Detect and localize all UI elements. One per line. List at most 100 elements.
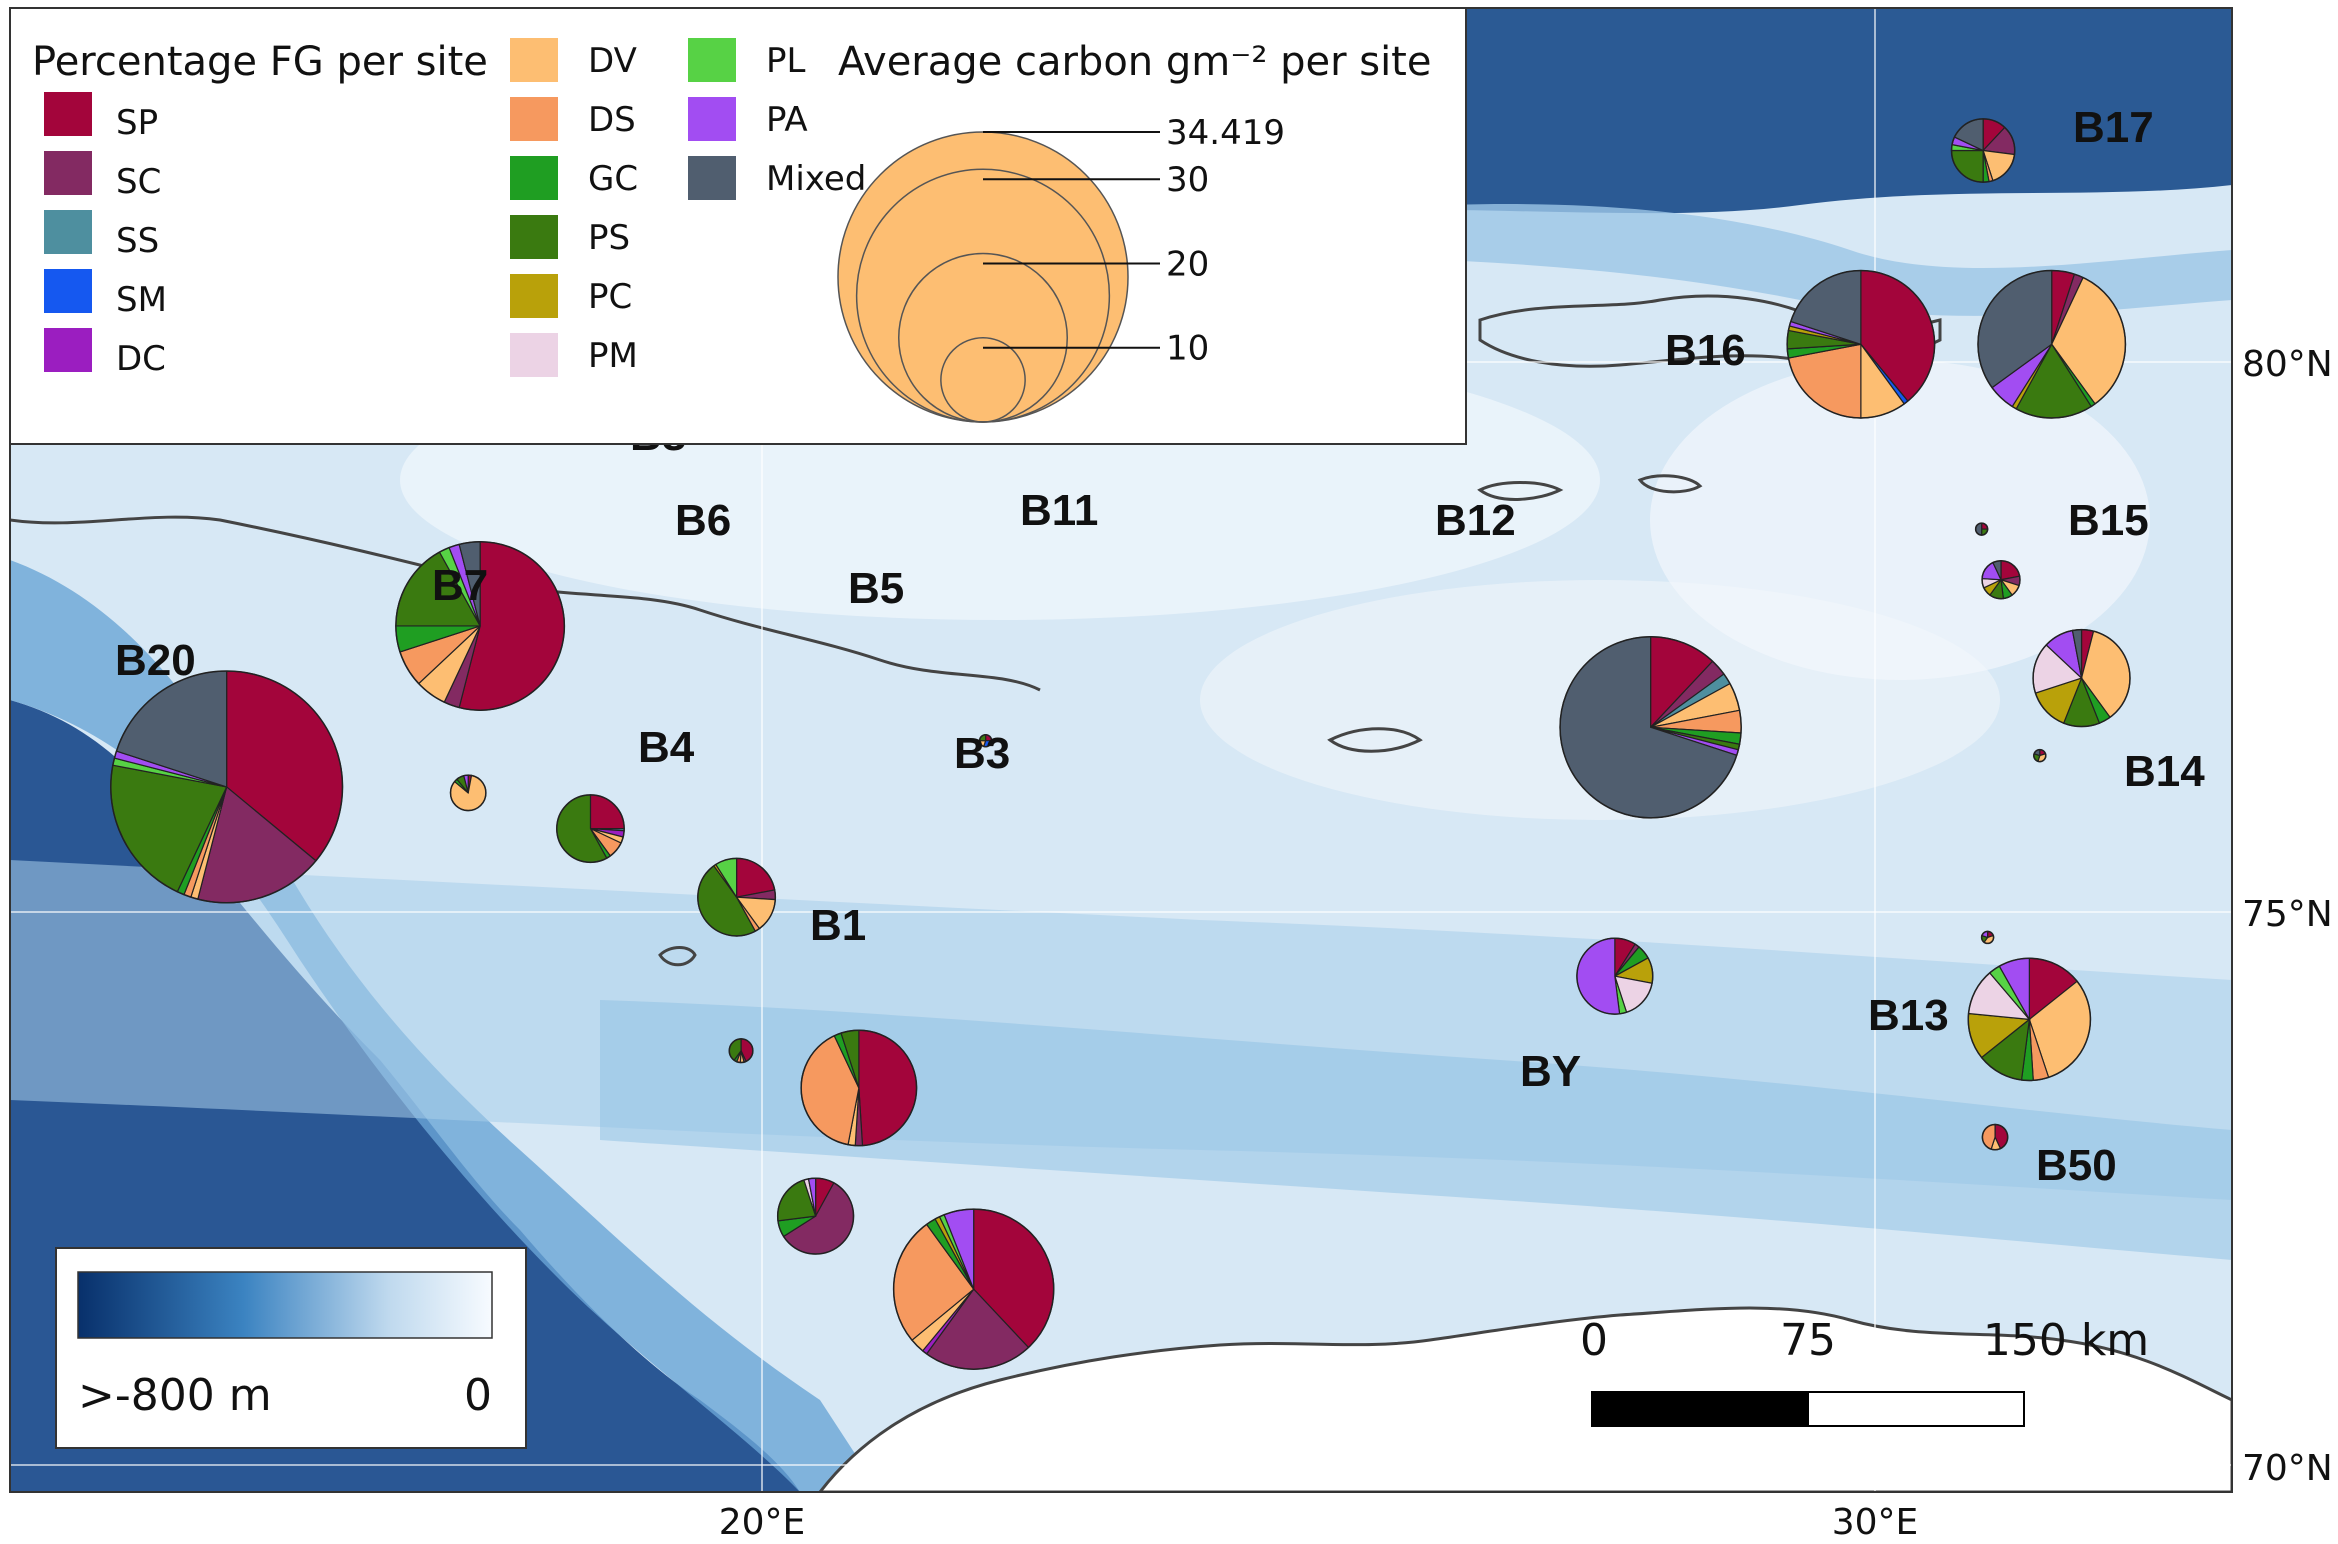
pie-outline bbox=[1974, 522, 1989, 536]
pie-b6 bbox=[556, 794, 625, 864]
pie-b16 bbox=[1786, 269, 1936, 419]
pie-b13 bbox=[1967, 957, 2092, 1082]
pie-b4 bbox=[728, 1038, 754, 1064]
pie-outline bbox=[556, 794, 625, 864]
depth-min-label: >-800 m bbox=[78, 1370, 272, 1421]
legend-label-ds: DS bbox=[588, 100, 636, 140]
pie-outline bbox=[1977, 269, 2127, 419]
legend-carbon-title: Average carbon gm⁻² per site bbox=[838, 39, 1431, 85]
site-label-b1: B1 bbox=[810, 901, 866, 950]
pie-outline bbox=[800, 1029, 918, 1147]
pie-site-14 bbox=[1977, 269, 2127, 419]
pie-site-17 bbox=[2032, 628, 2131, 728]
legend-swatch-ps bbox=[510, 215, 558, 259]
legend-swatch-sm bbox=[44, 269, 92, 313]
pie-b15 bbox=[1974, 522, 1989, 536]
lat-label-80n: 80°N bbox=[2242, 344, 2333, 385]
legend-swatch-gc bbox=[510, 156, 558, 200]
legend-label-ss: SS bbox=[116, 221, 159, 261]
site-label-b12: B12 bbox=[1435, 496, 1516, 545]
size-legend: 34.419 30 20 10 bbox=[837, 113, 1285, 423]
legend-swatch-ds bbox=[510, 97, 558, 141]
pie-outline bbox=[1576, 937, 1654, 1015]
legend-label-mixed: Mixed bbox=[766, 159, 866, 199]
pie-outline bbox=[1786, 269, 1936, 419]
axis-labels: 80°N 75°N 70°N 20°E 30°E bbox=[719, 344, 2333, 1543]
legend-label-sm: SM bbox=[116, 280, 167, 320]
pie-b12 bbox=[1559, 635, 1742, 819]
size-label-2: 20 bbox=[1166, 244, 1209, 284]
lon-label-30e: 30°E bbox=[1832, 1502, 1919, 1543]
pie-b50 bbox=[1981, 1123, 2009, 1151]
scale-bar-black bbox=[1592, 1392, 1808, 1426]
pie-site-19 bbox=[1980, 930, 1995, 945]
size-label-0: 34.419 bbox=[1166, 113, 1285, 153]
pie-outline bbox=[978, 733, 993, 748]
pie-outline bbox=[1967, 957, 2092, 1082]
scale-bar: 0 75 150 km bbox=[1580, 1315, 2149, 1427]
legend-label-gc: GC bbox=[588, 159, 638, 199]
legend-swatch-dv bbox=[510, 38, 558, 82]
size-label-3: 10 bbox=[1166, 329, 1209, 369]
pie-outline bbox=[1981, 1123, 2009, 1151]
legend-swatch-dc bbox=[44, 328, 92, 372]
pie-by bbox=[1576, 937, 1654, 1015]
pie-outline bbox=[892, 1208, 1055, 1370]
pie-outline bbox=[2032, 628, 2131, 728]
pie-site-16 bbox=[1981, 560, 2021, 600]
pie-outline bbox=[110, 670, 344, 904]
legend-label-pc: PC bbox=[588, 277, 632, 317]
site-label-b4: B4 bbox=[638, 723, 695, 772]
site-pies bbox=[110, 118, 2131, 1370]
size-label-1: 30 bbox=[1166, 160, 1209, 200]
site-labels: B20B8B7B6B5B4B3B1B11B12BYB17B16B15B14B13… bbox=[115, 103, 2205, 1190]
legend-box bbox=[9, 7, 1467, 445]
pie-b17 bbox=[1950, 118, 2016, 183]
legend-label-pa: PA bbox=[766, 100, 808, 140]
depth-legend: >-800 m 0 bbox=[55, 1247, 527, 1449]
pie-outline bbox=[1559, 635, 1742, 819]
pie-outline bbox=[776, 1177, 855, 1255]
legend-label-sc: SC bbox=[116, 162, 161, 202]
pie-outline bbox=[2033, 748, 2047, 763]
size-circle-0 bbox=[837, 131, 1129, 423]
scale-label-0: 0 bbox=[1580, 1315, 1608, 1366]
depth-color-ramp bbox=[77, 1271, 493, 1339]
pie-outline bbox=[728, 1038, 754, 1064]
site-label-b13: B13 bbox=[1868, 991, 1949, 1040]
site-label-b6: B6 bbox=[675, 496, 731, 545]
lat-label-70n: 70°N bbox=[2242, 1448, 2333, 1489]
pie-outline bbox=[1981, 560, 2021, 600]
legend-swatch-pl bbox=[688, 38, 736, 82]
legend: Percentage FG per site Average carbon gm… bbox=[9, 7, 1467, 445]
pie-b3 bbox=[800, 1029, 918, 1147]
site-label-b5: B5 bbox=[848, 564, 904, 613]
site-label-b15: B15 bbox=[2068, 496, 2149, 545]
legend-swatch-sc bbox=[44, 151, 92, 195]
depth-max-label: 0 bbox=[464, 1370, 492, 1421]
scale-label-150: 150 km bbox=[1983, 1315, 2149, 1366]
pie-outline bbox=[395, 540, 566, 711]
pie-outline bbox=[1980, 930, 1995, 945]
legend-swatch-pc bbox=[510, 274, 558, 318]
legend-swatch-ss bbox=[44, 210, 92, 254]
legend-label-pl: PL bbox=[766, 41, 806, 81]
legend-label-dc: DC bbox=[116, 339, 166, 379]
legend-swatch-sp bbox=[44, 92, 92, 136]
site-label-b17: B17 bbox=[2073, 103, 2154, 152]
legend-label-sp: SP bbox=[116, 103, 158, 143]
pie-b5 bbox=[697, 857, 777, 937]
site-label-by: BY bbox=[1520, 1047, 1581, 1096]
site-label-b16: B16 bbox=[1665, 326, 1746, 375]
site-label-b11: B11 bbox=[1020, 486, 1098, 535]
scale-bar-white bbox=[1807, 1391, 2025, 1427]
legend-fg-title: Percentage FG per site bbox=[32, 39, 488, 85]
legend-swatch-pa bbox=[688, 97, 736, 141]
site-label-b20: B20 bbox=[115, 636, 196, 685]
pie-b14 bbox=[2033, 748, 2047, 763]
pie-outline bbox=[449, 774, 487, 812]
pie-b1 bbox=[892, 1208, 1055, 1370]
pie-b20 bbox=[110, 670, 344, 904]
pie-outline bbox=[1950, 118, 2016, 183]
